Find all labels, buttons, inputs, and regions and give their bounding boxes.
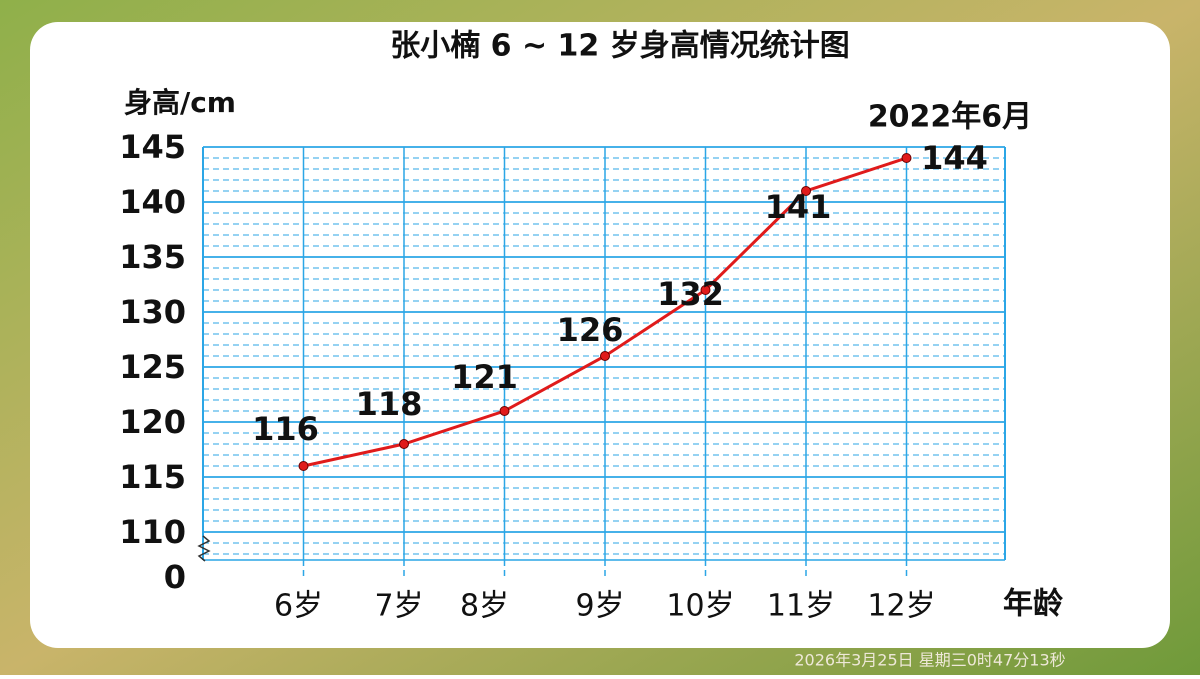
data-label: 126 [557, 311, 624, 349]
x-tick-label: 12岁 [867, 589, 935, 624]
data-label: 141 [765, 188, 832, 226]
axis-break [197, 535, 211, 562]
annotation: 2022年6月 [868, 100, 1032, 135]
x-tick-label: 9岁 [575, 589, 624, 624]
y-tick-label: 125 [119, 348, 186, 386]
x-tick-label: 8岁 [460, 589, 509, 624]
panel [30, 22, 1170, 648]
chart-title: 张小楠 6 ~ 12 岁身高情况统计图 [390, 29, 850, 64]
point [399, 439, 409, 449]
point [600, 351, 610, 361]
data-label: 144 [921, 139, 988, 177]
x-axis-label: 年龄 [1003, 587, 1064, 622]
data-label: 116 [252, 410, 319, 448]
y-tick-label: 120 [119, 403, 186, 441]
y-axis-label: 身高/cm [124, 86, 236, 119]
y-tick-label: 110 [119, 513, 186, 551]
y-tick-label: 145 [119, 128, 186, 166]
y-tick-label: 140 [119, 183, 186, 221]
y-tick-label: 0 [164, 558, 186, 596]
data-label: 121 [451, 358, 518, 396]
y-tick-label: 115 [119, 458, 186, 496]
point [298, 461, 309, 471]
x-tick-label: 6岁 [274, 589, 323, 624]
point [801, 186, 811, 196]
x-tick-label: 10岁 [666, 589, 734, 624]
y-tick-label: 130 [119, 293, 186, 331]
x-tick-label: 7岁 [374, 589, 423, 624]
x-tick-label: 11岁 [767, 589, 835, 624]
data-label: 132 [657, 275, 724, 313]
point [700, 285, 711, 295]
timestamp: 2026年3月25日 星期三0时47分13秒 [794, 651, 1065, 670]
y-tick-label: 135 [119, 238, 186, 276]
point [499, 406, 510, 416]
data-label: 118 [356, 385, 423, 423]
point [901, 153, 912, 163]
